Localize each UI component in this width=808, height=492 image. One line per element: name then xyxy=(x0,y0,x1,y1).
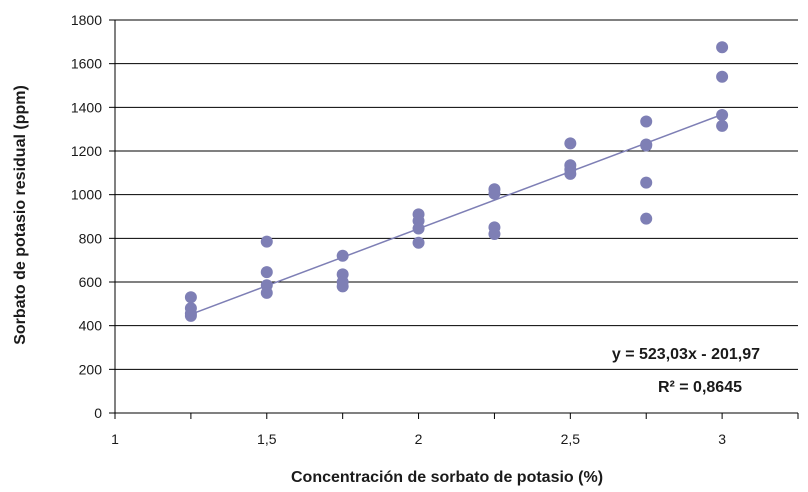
x-tick-label: 3 xyxy=(718,431,726,447)
data-point xyxy=(260,235,273,248)
y-tick-label: 1000 xyxy=(71,187,102,203)
data-point xyxy=(564,137,577,150)
x-tick-label: 2 xyxy=(415,431,423,447)
y-tick-label: 600 xyxy=(79,274,103,290)
y-tick-label: 800 xyxy=(79,230,103,246)
data-point xyxy=(488,227,501,240)
gridlines xyxy=(115,19,798,370)
trendline-equation: y = 523,03x - 201,97 xyxy=(612,346,760,363)
trendline xyxy=(190,113,723,316)
data-point xyxy=(640,115,653,128)
data-point xyxy=(260,286,273,299)
data-point xyxy=(640,176,653,189)
data-point xyxy=(260,266,273,279)
y-tick-label: 0 xyxy=(94,405,102,421)
data-point xyxy=(716,70,729,83)
x-axis-title: Concentración de sorbato de potasio (%) xyxy=(291,469,603,486)
y-tick-label: 1400 xyxy=(71,99,102,115)
data-point xyxy=(564,167,577,180)
data-point xyxy=(412,222,425,235)
x-tick-label: 1 xyxy=(111,431,119,447)
y-axis-title: Sorbato de potasio residual (ppm) xyxy=(12,85,29,345)
data-point xyxy=(716,108,729,121)
r-squared-label: R² = 0,8645 xyxy=(658,379,742,396)
data-point xyxy=(716,119,729,132)
y-tick-label: 1800 xyxy=(71,12,102,28)
tick-labels: 0 200 400 600 800 1000 1200 1400 1600 1800 1 1,5 2 2,… xyxy=(71,12,726,447)
y-tick-label: 1200 xyxy=(71,143,102,159)
data-points xyxy=(184,41,729,322)
data-point xyxy=(184,309,197,322)
data-point xyxy=(640,212,653,225)
axes xyxy=(109,19,799,419)
data-point xyxy=(412,236,425,249)
trendline-layer xyxy=(190,113,723,316)
data-point xyxy=(716,41,729,54)
y-tick-label: 400 xyxy=(79,318,103,334)
data-point xyxy=(184,291,197,304)
data-point xyxy=(336,280,349,293)
x-tick-label: 2,5 xyxy=(561,431,581,447)
y-tick-label: 1600 xyxy=(71,56,102,72)
y-tick-label: 200 xyxy=(79,361,103,377)
data-point xyxy=(488,187,501,200)
data-point xyxy=(640,139,653,152)
data-point xyxy=(336,249,349,262)
x-tick-label: 1,5 xyxy=(257,431,277,447)
